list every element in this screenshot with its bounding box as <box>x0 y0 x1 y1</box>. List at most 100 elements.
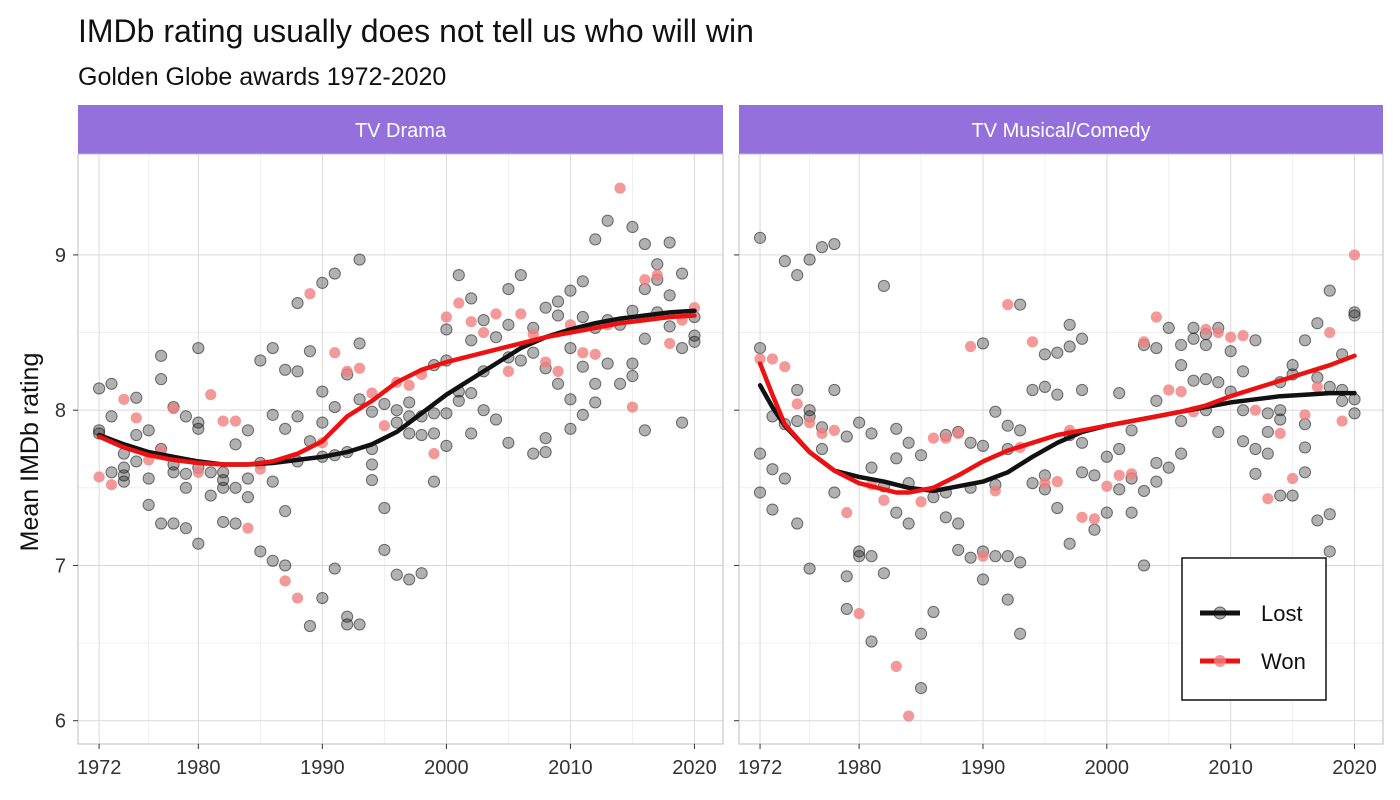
data-point-lost <box>1187 332 1200 345</box>
data-point-lost <box>502 436 515 449</box>
data-point-lost <box>865 635 878 648</box>
x-tick-label: 2020 <box>1332 757 1377 779</box>
data-point-lost <box>204 489 217 502</box>
data-point-won <box>552 365 564 377</box>
legend-label-won: Won <box>1261 649 1306 674</box>
legend-key-lost-point <box>1213 606 1227 620</box>
data-point-lost <box>976 337 990 350</box>
data-point-lost <box>964 551 977 564</box>
data-point-lost <box>877 279 891 293</box>
data-point-lost <box>551 309 565 322</box>
data-point-lost <box>1236 435 1250 448</box>
data-point-lost <box>1199 338 1213 352</box>
data-point-lost <box>877 567 891 580</box>
data-point-lost <box>117 469 130 482</box>
data-point-lost <box>353 253 366 266</box>
data-point-lost <box>976 439 990 452</box>
data-point-lost <box>675 267 689 280</box>
data-point-lost <box>663 289 676 302</box>
data-point-won <box>502 365 515 377</box>
data-point-lost <box>1088 469 1101 482</box>
data-point-lost <box>279 505 292 518</box>
data-point-lost <box>353 618 366 631</box>
data-point-lost <box>465 387 478 400</box>
data-point-lost <box>853 550 866 563</box>
data-point-lost <box>105 466 118 479</box>
plot-area-tv-drama: 1972 1980 1990 2000 2010 2020 6 7 8 9 <box>55 153 724 779</box>
data-point-lost <box>1311 317 1324 330</box>
data-point-lost <box>1298 466 1312 479</box>
data-point-lost <box>1323 508 1336 521</box>
data-point-lost <box>853 416 866 429</box>
data-point-won <box>118 393 130 405</box>
data-point-lost <box>815 442 829 456</box>
data-point-lost <box>976 573 990 586</box>
data-point-lost <box>1150 456 1163 470</box>
data-point-lost <box>1075 466 1089 479</box>
data-point-won <box>890 660 902 672</box>
data-point-lost <box>241 491 255 504</box>
data-point-lost <box>675 341 689 355</box>
data-point-lost <box>791 414 804 428</box>
data-point-won <box>1138 336 1150 348</box>
data-point-lost <box>1088 523 1101 536</box>
data-point-won <box>478 326 490 339</box>
data-point-lost <box>130 391 143 404</box>
data-point-won <box>1002 299 1014 311</box>
data-point-won <box>651 269 663 281</box>
data-point-won <box>229 415 242 427</box>
data-point-lost <box>890 422 903 435</box>
data-point-lost <box>1150 341 1163 355</box>
data-point-won <box>1175 385 1187 398</box>
data-point-lost <box>266 341 279 355</box>
data-point-lost <box>914 682 928 695</box>
data-point-lost <box>179 410 193 423</box>
data-point-lost <box>815 241 829 254</box>
data-point-won <box>428 448 440 460</box>
data-point-won <box>915 496 927 508</box>
data-point-lost <box>192 341 205 355</box>
data-point-lost <box>927 605 940 619</box>
data-point-lost <box>105 377 118 390</box>
data-point-lost <box>316 276 329 289</box>
data-point-lost <box>803 562 816 575</box>
data-point-lost <box>1175 338 1188 352</box>
data-point-won <box>1237 330 1249 342</box>
data-point-lost <box>791 383 804 397</box>
data-point-won <box>977 550 989 562</box>
data-point-lost <box>601 214 614 227</box>
data-point-won <box>1200 323 1212 336</box>
data-point-won <box>779 361 791 373</box>
data-point-won <box>1262 493 1274 505</box>
legend-label-lost: Lost <box>1261 601 1303 626</box>
data-point-lost <box>1261 447 1274 460</box>
data-point-won <box>964 340 977 353</box>
data-point-lost <box>638 237 651 251</box>
data-point-lost <box>1323 284 1336 297</box>
data-point-lost <box>403 427 416 440</box>
data-point-won <box>940 432 952 444</box>
data-point-lost <box>316 416 329 429</box>
data-point-won <box>130 412 142 424</box>
data-point-lost <box>564 422 577 435</box>
data-point-lost <box>365 405 379 418</box>
data-point-lost <box>766 503 779 516</box>
data-point-lost <box>539 301 552 314</box>
data-point-lost <box>1075 436 1089 449</box>
data-point-won <box>378 420 390 432</box>
data-point-lost <box>989 405 1002 418</box>
data-point-lost <box>840 602 853 616</box>
data-point-lost <box>1113 442 1126 456</box>
legend-box <box>1181 557 1327 701</box>
x-tick-label: 2010 <box>548 757 593 779</box>
data-point-lost <box>291 296 304 310</box>
data-point-won <box>304 288 316 300</box>
data-point-lost <box>626 369 639 383</box>
data-point-lost <box>778 472 791 485</box>
data-point-lost <box>1026 477 1039 490</box>
data-point-lost <box>638 332 651 345</box>
data-point-lost <box>1311 514 1324 527</box>
data-point-lost <box>803 404 816 417</box>
x-tick-label: 1990 <box>961 757 1006 779</box>
data-point-won <box>754 353 766 365</box>
